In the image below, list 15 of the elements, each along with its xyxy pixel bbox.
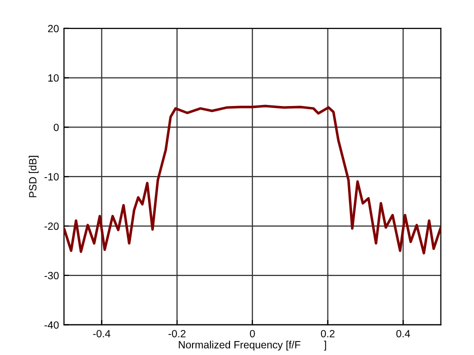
y-tick-label: -10 [44,173,59,180]
x-tick-label: 0.4 [396,330,410,338]
x-tick-label: -0.4 [93,330,110,338]
x-axis-title: Normalized Frequency [f/F ] [178,340,326,350]
line-series [64,104,441,254]
y-tick-label: -40 [44,321,59,329]
x-tick-label: 0 [250,330,255,338]
y-tick-label: 10 [48,74,59,82]
y-tick-label: -30 [44,272,59,280]
x-tick-label: 0.2 [320,330,334,338]
y-tick-label: 0 [54,124,59,132]
y-tick-label: -20 [44,222,59,230]
x-tick-label: -0.2 [168,330,186,338]
y-tick-label: 20 [48,24,59,32]
y-axis-title: PSD [dB] [28,156,39,198]
